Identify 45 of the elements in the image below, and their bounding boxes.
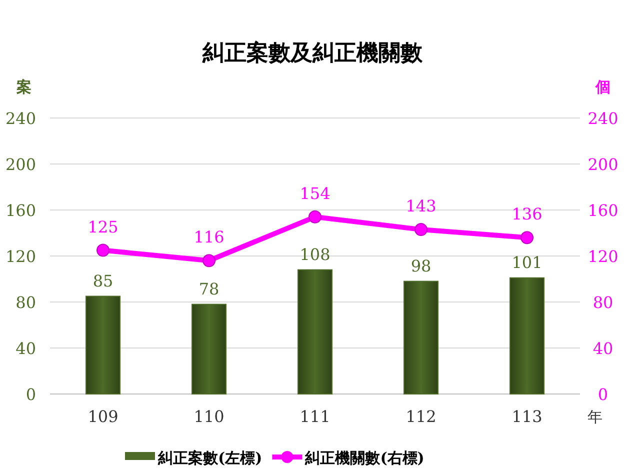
x-tick-label: 112: [406, 407, 436, 426]
data-label: 143: [406, 196, 436, 216]
bar: [298, 269, 332, 394]
x-tick-label: 110: [194, 407, 224, 426]
x-tick-label: 111: [300, 407, 330, 426]
y-tick-label: 160: [5, 201, 36, 220]
bar: [404, 280, 438, 394]
y-tick-label: 0: [26, 385, 36, 404]
legend-label: 糾正案數(左標): [157, 449, 262, 467]
x-tick-label: 109: [88, 407, 118, 426]
point: [96, 244, 110, 257]
y2-tick-label: 40: [592, 339, 614, 358]
y2-tick-label: 120: [588, 247, 618, 266]
y2-tick-label: 200: [588, 155, 618, 174]
y2-axis-title: 個: [594, 78, 610, 96]
data-label: 101: [512, 252, 542, 272]
data-label: 125: [88, 217, 118, 236]
y-tick-label: 240: [5, 109, 36, 128]
data-label: 98: [410, 256, 432, 276]
data-label: 78: [198, 279, 220, 298]
point: [520, 231, 534, 244]
point: [414, 223, 428, 236]
data-label: 154: [300, 184, 330, 203]
y-tick-label: 40: [16, 339, 36, 358]
point: [202, 254, 216, 268]
bar: [86, 296, 120, 394]
bar: [510, 277, 544, 394]
y-tick-label: 200: [5, 155, 36, 174]
chart-title: 糾正案數及糾正機關數: [202, 40, 424, 66]
y2-tick-label: 80: [592, 293, 614, 312]
data-label: 85: [92, 271, 114, 290]
y-tick-label: 120: [5, 247, 36, 266]
x-tick-label: 113: [512, 407, 542, 426]
y2-tick-label: 0: [598, 385, 608, 404]
y-tick-label: 80: [16, 293, 36, 312]
x-axis-title: 年: [588, 408, 602, 426]
data-label: 116: [194, 228, 224, 247]
legend-label: 糾正機關數(右標): [304, 449, 424, 467]
data-label: 108: [300, 244, 330, 264]
y-axis-title: 案: [16, 78, 32, 96]
y2-tick-label: 160: [588, 201, 618, 220]
data-label: 136: [512, 204, 542, 224]
point: [308, 210, 322, 224]
y2-tick-label: 240: [588, 109, 618, 128]
bar: [192, 304, 226, 394]
